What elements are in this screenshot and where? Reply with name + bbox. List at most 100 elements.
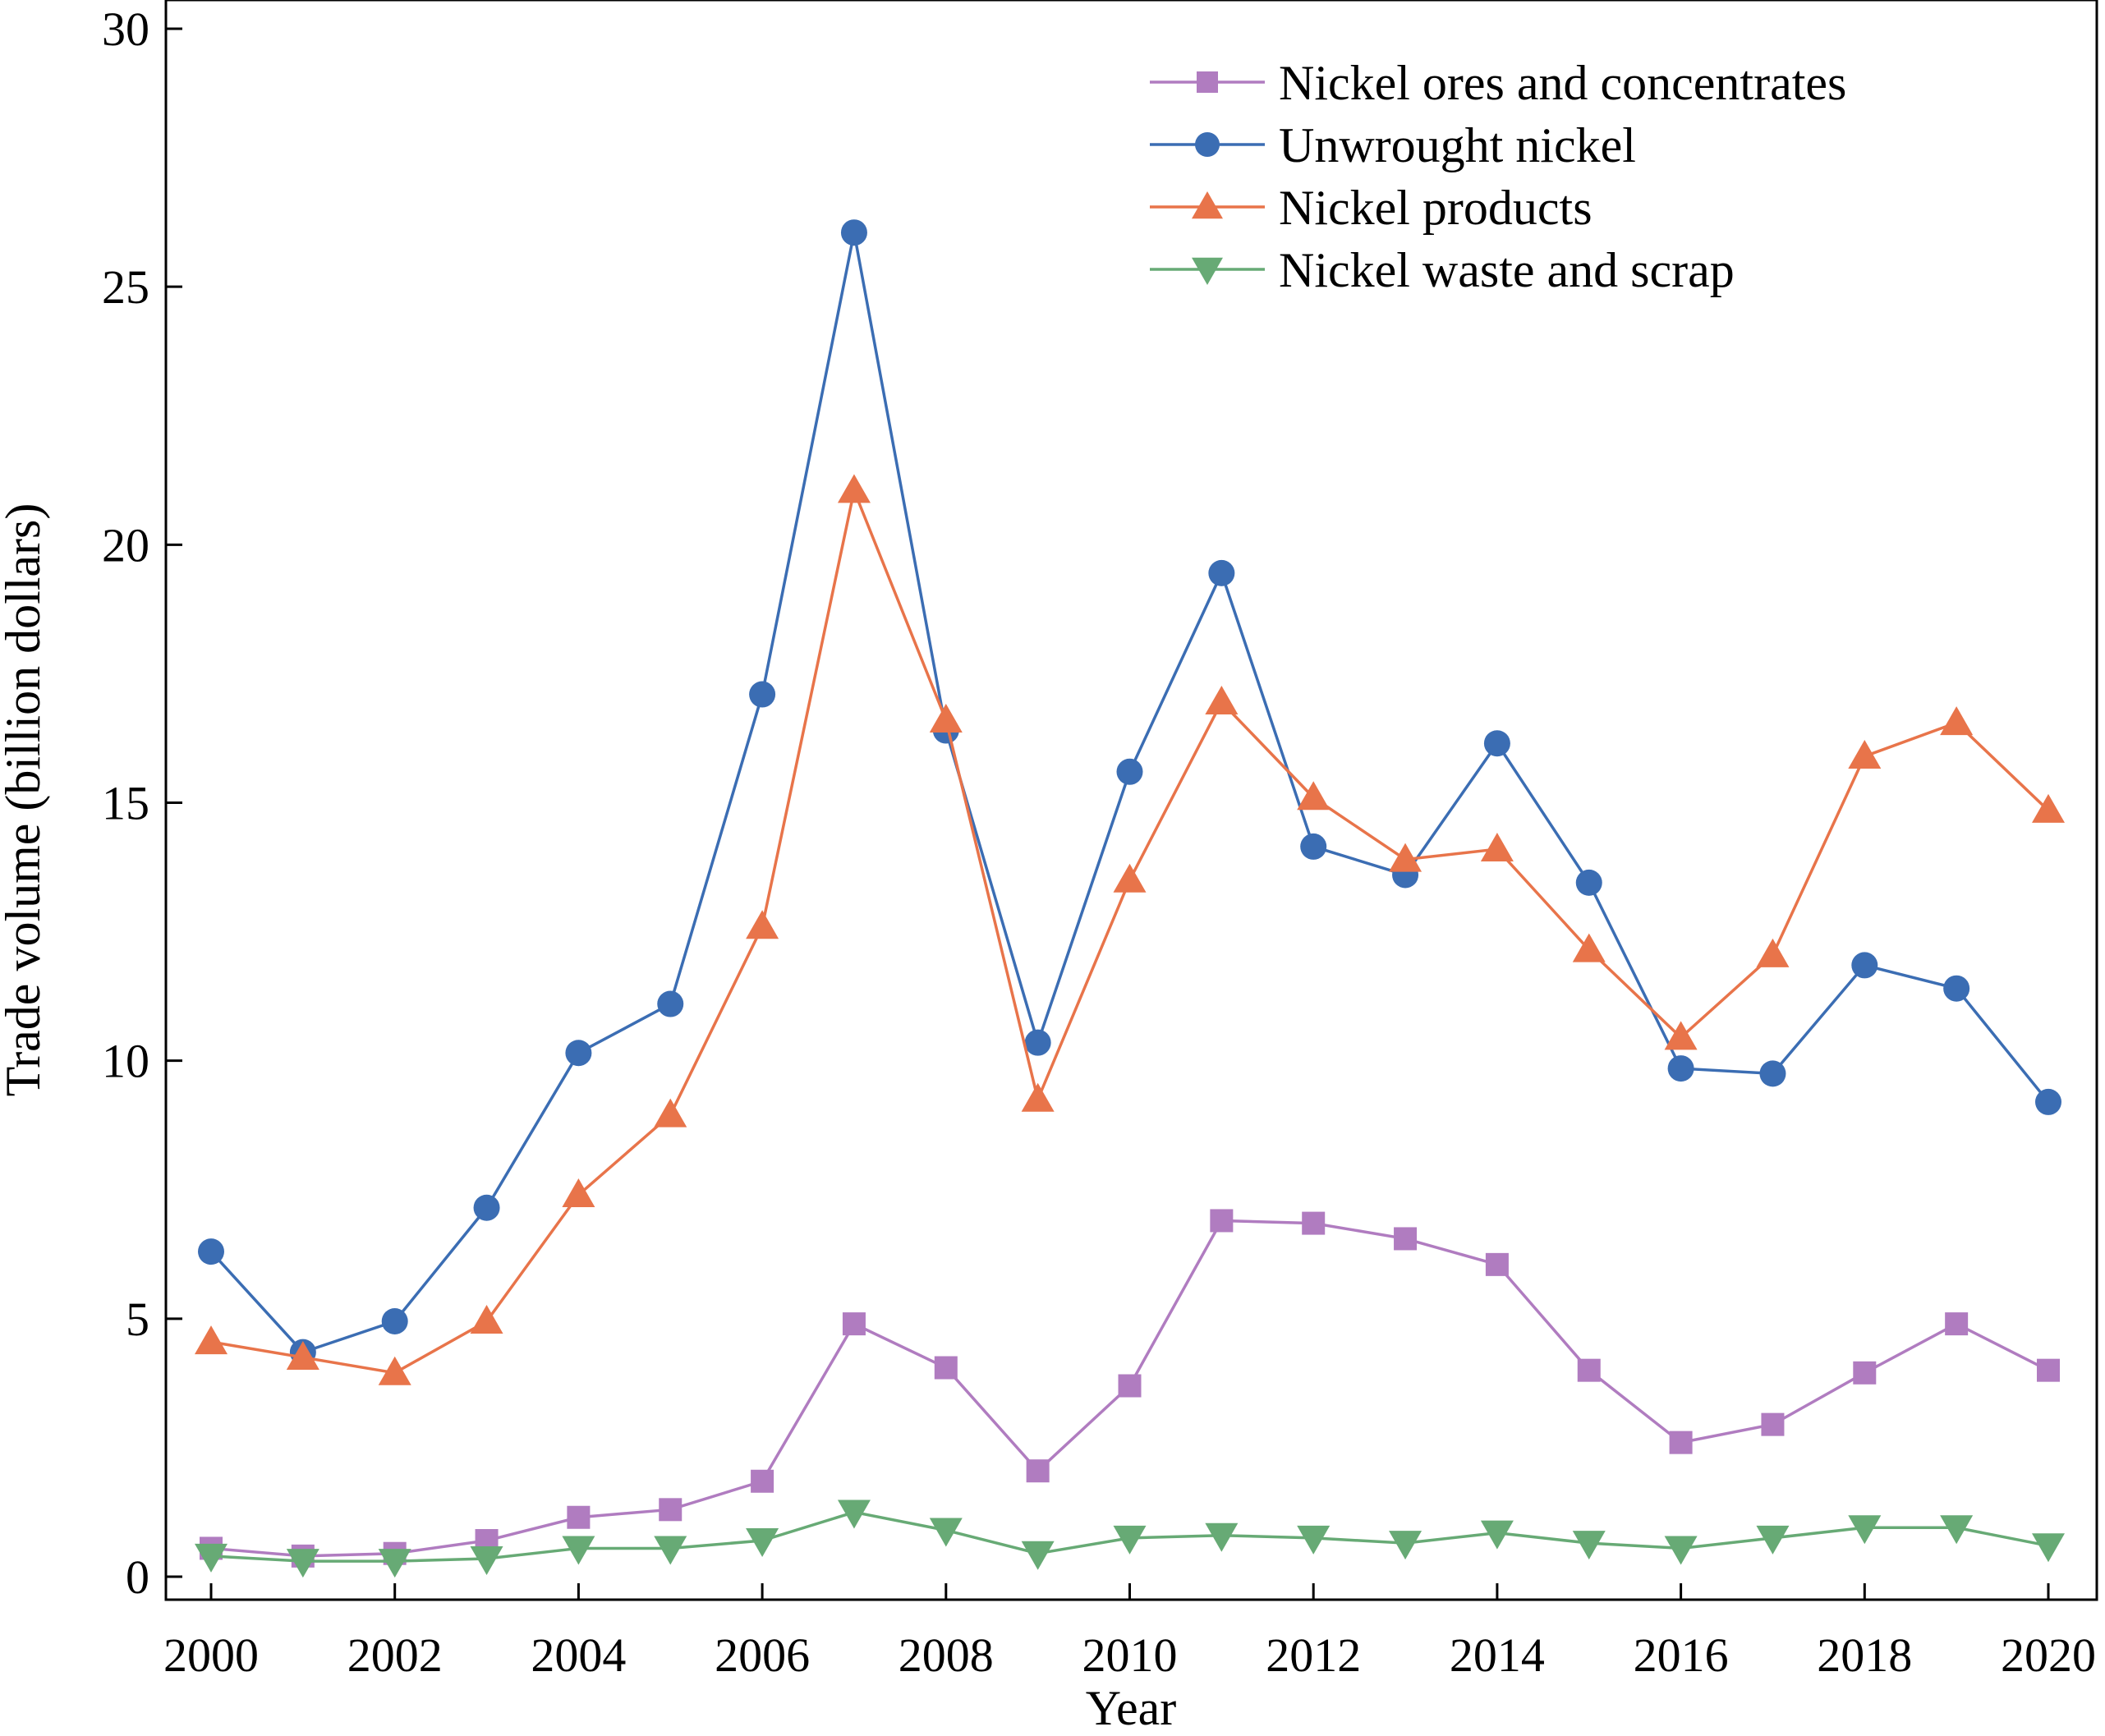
y-tick-label: 10 [102, 1035, 149, 1088]
data-point [1572, 933, 1606, 962]
data-point [1485, 1252, 1509, 1276]
data-point [2032, 1533, 2065, 1563]
x-tick-label: 2008 [899, 1628, 994, 1682]
data-point [378, 1356, 411, 1385]
legend-marker [1197, 71, 1218, 93]
x-tick-label: 2010 [1082, 1628, 1178, 1682]
x-tick-label: 2004 [531, 1628, 626, 1682]
series-2 [195, 474, 2065, 1385]
data-point [929, 1518, 963, 1547]
data-point [1940, 706, 1974, 736]
legend-item: Nickel products [1150, 181, 1593, 235]
data-point [749, 681, 776, 708]
data-point [1943, 975, 1970, 1002]
series-0 [200, 1209, 2060, 1568]
data-point [1761, 1412, 1785, 1436]
data-point [1300, 833, 1327, 860]
legend-item: Nickel ores and concentrates [1150, 56, 1846, 110]
axis-ticks: 2000 2002 2004 2006 2008 2010 2012 2014 2016 2018… [102, 2, 2096, 1682]
y-tick-label: 15 [102, 777, 149, 830]
y-tick-label: 5 [126, 1293, 149, 1346]
data-point [1113, 1525, 1147, 1555]
data-point [1759, 1060, 1786, 1087]
data-point [1480, 833, 1514, 862]
data-point [1483, 730, 1510, 757]
data-point [195, 1543, 228, 1573]
x-tick-label: 2016 [1634, 1628, 1729, 1682]
data-point [1024, 1029, 1051, 1056]
data-point [567, 1505, 591, 1529]
legend-label: Nickel products [1279, 181, 1593, 235]
legend-item: Unwrought nickel [1150, 118, 1636, 172]
data-point [1940, 1515, 1974, 1545]
legend-item: Nickel waste and scrap [1150, 243, 1735, 297]
y-tick-label: 30 [102, 2, 149, 56]
data-point [934, 1356, 958, 1380]
data-point [1848, 1515, 1882, 1545]
data-point [1669, 1431, 1693, 1454]
data-point [1205, 1522, 1239, 1552]
x-tick-label: 2018 [1817, 1628, 1912, 1682]
data-point [1664, 1021, 1698, 1050]
data-point [751, 1469, 774, 1493]
legend-label: Nickel ores and concentrates [1279, 56, 1846, 110]
data-point [1851, 952, 1878, 979]
data-point [562, 1178, 595, 1208]
data-point [1667, 1055, 1694, 1082]
data-point [1848, 739, 1882, 769]
legend-label: Unwrought nickel [1279, 118, 1636, 172]
data-point [1116, 758, 1143, 785]
series-1 [198, 219, 2061, 1366]
data-point [1756, 938, 1790, 967]
data-point [1480, 1520, 1514, 1550]
data-point [1208, 559, 1235, 586]
y-tick-label: 20 [102, 518, 149, 572]
data-point [195, 1325, 228, 1355]
data-point [1389, 1531, 1422, 1560]
data-point [378, 1549, 411, 1578]
data-point [1026, 1459, 1050, 1483]
data-point [473, 1194, 500, 1221]
data-point [1394, 1227, 1418, 1251]
data-point [286, 1340, 319, 1370]
x-tick-label: 2020 [2001, 1628, 2096, 1682]
data-point [2037, 1358, 2060, 1382]
legend-marker [1195, 132, 1220, 157]
data-point [2035, 1088, 2061, 1115]
data-point [470, 1304, 503, 1334]
data-point [1945, 1312, 1969, 1336]
data-point [746, 910, 779, 939]
data-point [840, 219, 867, 246]
data-point [1756, 1525, 1790, 1555]
x-tick-label: 2006 [715, 1628, 810, 1682]
x-tick-label: 2002 [347, 1628, 443, 1682]
legend-label: Nickel waste and scrap [1279, 243, 1735, 297]
data-point [562, 1536, 595, 1565]
data-point [1853, 1361, 1877, 1385]
legend: Nickel ores and concentrates Unwrought ni… [1150, 56, 1846, 297]
y-tick-label: 25 [102, 260, 149, 314]
data-point [198, 1238, 224, 1265]
data-point [837, 474, 871, 503]
plot-frame [164, 0, 2098, 1601]
data-point [657, 990, 684, 1017]
x-axis-title: Year [1086, 1681, 1177, 1735]
data-point [929, 703, 963, 733]
series-group [195, 219, 2065, 1578]
data-point [1297, 781, 1331, 811]
data-point [1021, 1541, 1055, 1570]
data-point [837, 1499, 871, 1529]
data-point [1389, 843, 1422, 872]
data-point [1118, 1374, 1142, 1398]
data-point [286, 1549, 319, 1578]
data-point [470, 1546, 503, 1576]
data-point [1302, 1211, 1326, 1235]
x-tick-label: 2012 [1266, 1628, 1361, 1682]
data-point [659, 1498, 683, 1522]
data-point [1575, 869, 1602, 896]
y-axis-title: Trade volume (billion dollars) [0, 503, 50, 1097]
data-point [842, 1312, 866, 1336]
data-point [2032, 793, 2065, 823]
